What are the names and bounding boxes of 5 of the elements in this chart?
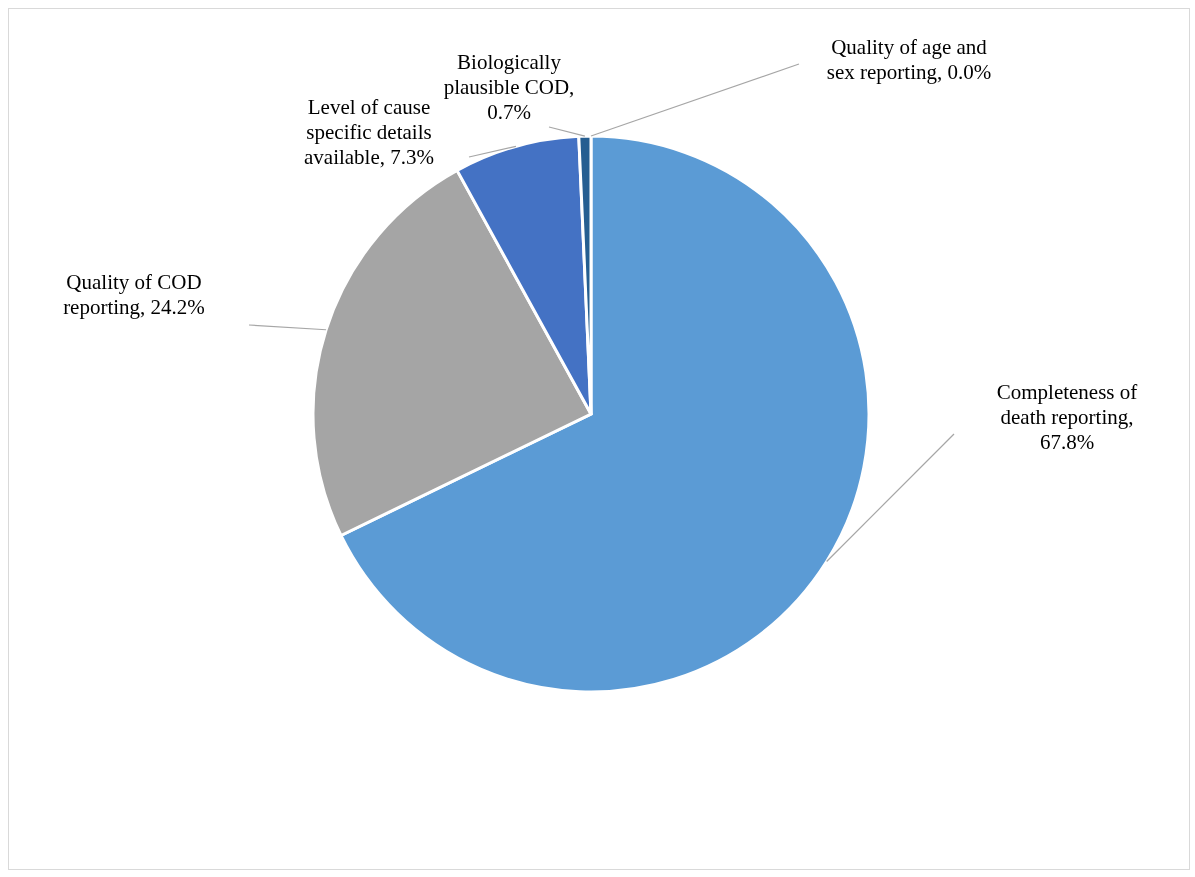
slice-label: Biologically plausible COD, 0.7% [443,50,575,124]
slice-label: Level of cause specific details available, 7.3% [303,95,435,169]
slice-label: Completeness of death reporting, 67.8% [996,380,1138,454]
category-label: Quality of age and sex reporting, 0.0% [826,35,992,84]
slice-label: Quality of COD reporting, 24.2% [63,270,205,319]
